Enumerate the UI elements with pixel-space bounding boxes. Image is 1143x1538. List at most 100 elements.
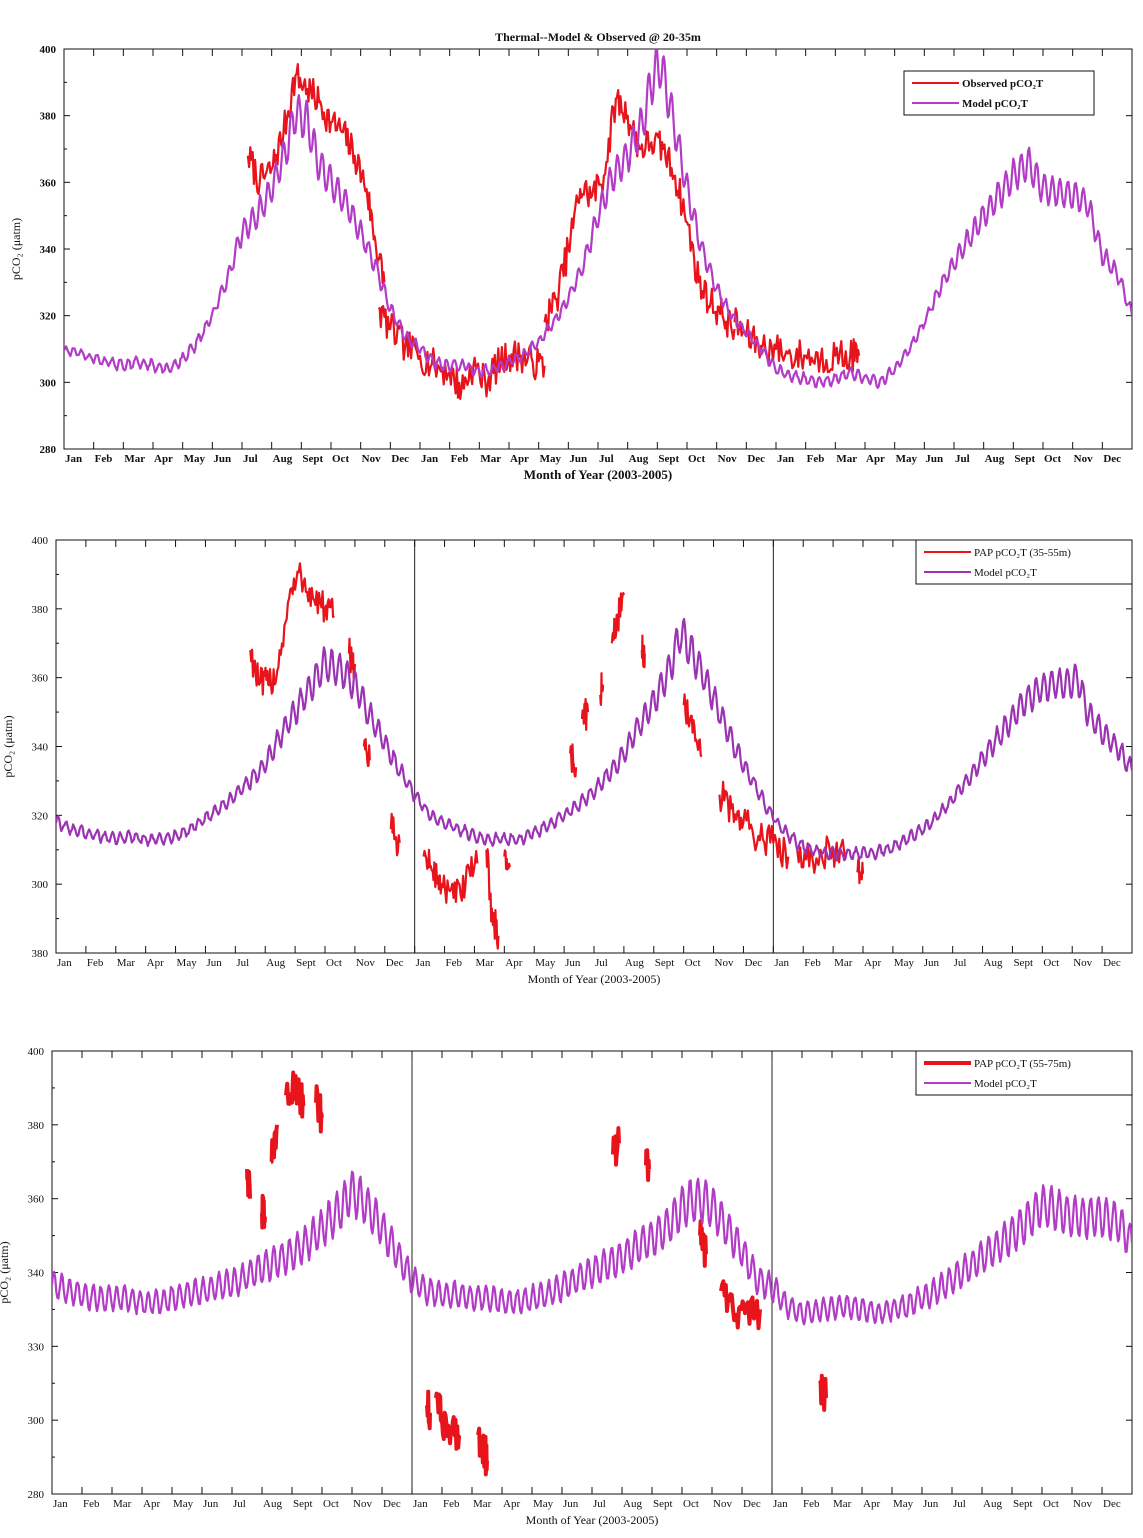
x-tick-label: Jul bbox=[599, 453, 614, 465]
observed-segment bbox=[269, 1124, 279, 1164]
y-tick-label: 400 bbox=[28, 1046, 45, 1058]
x-tick-label: Jul bbox=[953, 1498, 966, 1510]
observed-segment bbox=[611, 1126, 621, 1167]
x-tick-label: Oct bbox=[685, 957, 701, 969]
legend: PAP pCO₂T (35-55m) Model pCO₂T bbox=[915, 539, 1133, 585]
x-tick-label: Nov bbox=[356, 957, 375, 969]
y-axis-label: pCO₂ (μatm) bbox=[1, 715, 15, 777]
x-tick-label: Feb bbox=[804, 957, 821, 969]
x-tick-label: Apr bbox=[147, 957, 164, 969]
legend-box bbox=[903, 70, 1095, 116]
y-tick-label: 300 bbox=[32, 879, 49, 891]
x-tick-label: May bbox=[896, 453, 918, 465]
x-tick-label: Mar bbox=[473, 1498, 492, 1510]
x-tick-label: Apr bbox=[863, 1498, 880, 1510]
chart-pap-55-75m: 280 300 330 340 360 380 400 Jan Feb Mar Apr May Jun J… bbox=[0, 1046, 1133, 1527]
x-axis-label: Month of Year (2003-2005) bbox=[524, 467, 672, 482]
x-tick-label: May bbox=[535, 957, 556, 969]
y-tick-label: 280 bbox=[40, 444, 57, 456]
series-observed bbox=[246, 62, 861, 400]
legend-box bbox=[915, 539, 1133, 585]
x-tick-label: Oct bbox=[323, 1498, 339, 1510]
y-tick-label: 380 bbox=[28, 1120, 45, 1132]
legend-label: Model pCO₂T bbox=[974, 567, 1037, 579]
series-model bbox=[52, 1170, 1132, 1326]
chart-panel-thermal: Thermal--Model & Observed @ 20-35m 280 300… bbox=[0, 0, 1143, 500]
x-tick-label: Apr bbox=[154, 453, 173, 465]
x-tick-label: May bbox=[540, 453, 562, 465]
x-tick-label: Jun bbox=[213, 453, 231, 465]
chart-thermal-model-observed: Thermal--Model & Observed @ 20-35m 280 300… bbox=[9, 30, 1133, 482]
observed-segment bbox=[543, 89, 736, 341]
x-tick-label: Jan bbox=[773, 1498, 788, 1510]
y-tick-label: 400 bbox=[32, 535, 49, 547]
x-tick-label: Sept bbox=[653, 1498, 673, 1510]
y-tick-label: 360 bbox=[28, 1194, 45, 1206]
x-tick-label: Jan bbox=[53, 1498, 68, 1510]
x-tick-label: Jul bbox=[954, 957, 967, 969]
x-tick-label: Jul bbox=[955, 453, 970, 465]
x-tick-label: Jun bbox=[563, 1498, 579, 1510]
x-tick-label: Dec bbox=[1103, 957, 1121, 969]
y-axis-label: pCO₂ (μatm) bbox=[9, 218, 23, 280]
legend: Observed pCO₂T Model pCO₂T bbox=[903, 70, 1095, 116]
x-tick-label: Apr bbox=[510, 453, 529, 465]
x-tick-label: Sept bbox=[1014, 453, 1035, 465]
observed-segment bbox=[425, 1389, 432, 1431]
chart-title: Thermal--Model & Observed @ 20-35m bbox=[495, 30, 701, 44]
chart-panel-pap-55-75m: 280 300 330 340 360 380 400 Jan Feb Mar Apr May Jun J… bbox=[0, 1030, 1143, 1538]
observed-segment bbox=[569, 743, 578, 778]
observed-segment bbox=[580, 697, 590, 731]
series-observed bbox=[249, 562, 865, 950]
x-tick-label: Sept bbox=[296, 957, 316, 969]
observed-segment bbox=[246, 62, 386, 285]
y-axis-label: pCO₂ (μatm) bbox=[0, 1241, 11, 1303]
x-tick-label: Jun bbox=[924, 957, 940, 969]
x-tick-label: May bbox=[184, 453, 206, 465]
x-tick-label: Dec bbox=[1103, 453, 1121, 465]
x-tick-label: Jan bbox=[774, 957, 789, 969]
x-tick-label: Mar bbox=[834, 957, 853, 969]
observed-segment bbox=[284, 1070, 306, 1119]
y-tick-label: 320 bbox=[40, 311, 57, 323]
x-tick-label: Sept bbox=[1013, 1498, 1033, 1510]
observed-segment bbox=[733, 307, 861, 374]
x-tick-label: Dec bbox=[1103, 1498, 1121, 1510]
x-tick-label: May bbox=[533, 1498, 554, 1510]
observed-segment bbox=[856, 857, 865, 885]
observed-segment bbox=[422, 848, 479, 904]
x-tick-label: Dec bbox=[383, 1498, 401, 1510]
x-tick-label: Dec bbox=[747, 453, 765, 465]
y-tick-label: 380 bbox=[32, 604, 49, 616]
x-tick-label: Aug bbox=[625, 957, 644, 969]
observed-segment bbox=[476, 1426, 489, 1477]
observed-segment bbox=[719, 1279, 762, 1331]
x-tick-label: Mar bbox=[833, 1498, 852, 1510]
x-tick-label: Nov bbox=[362, 453, 381, 465]
x-axis-label: Month of Year (2003-2005) bbox=[528, 972, 661, 986]
y-tick-label: 280 bbox=[28, 1489, 45, 1501]
x-tick-label: Oct bbox=[1043, 957, 1059, 969]
observed-segment bbox=[640, 634, 646, 669]
observed-segment bbox=[718, 780, 790, 870]
x-tick-label: Jan bbox=[416, 957, 431, 969]
x-tick-label: Sept bbox=[1013, 957, 1033, 969]
x-tick-label: Jun bbox=[203, 1498, 219, 1510]
x-tick-label: Sept bbox=[658, 453, 679, 465]
observed-segment bbox=[503, 849, 512, 871]
x-tick-label: Feb bbox=[446, 957, 463, 969]
x-tick-label: Mar bbox=[113, 1498, 132, 1510]
y-tick-label: 340 bbox=[28, 1268, 45, 1280]
x-tick-label: Jul bbox=[233, 1498, 246, 1510]
x-tick-label: Mar bbox=[117, 957, 136, 969]
x-tick-label: May bbox=[893, 1498, 914, 1510]
y-tick-label: 300 bbox=[40, 377, 57, 389]
x-tick-label: Apr bbox=[864, 957, 881, 969]
x-tick-label: Oct bbox=[688, 453, 705, 465]
x-tick-label: Apr bbox=[505, 957, 522, 969]
model-line bbox=[52, 1170, 1132, 1326]
x-tick-label: Feb bbox=[87, 957, 104, 969]
x-tick-label: Mar bbox=[480, 453, 501, 465]
legend-label: PAP pCO₂T (35-55m) bbox=[974, 547, 1071, 559]
y-tick-label: 380 bbox=[40, 111, 57, 123]
